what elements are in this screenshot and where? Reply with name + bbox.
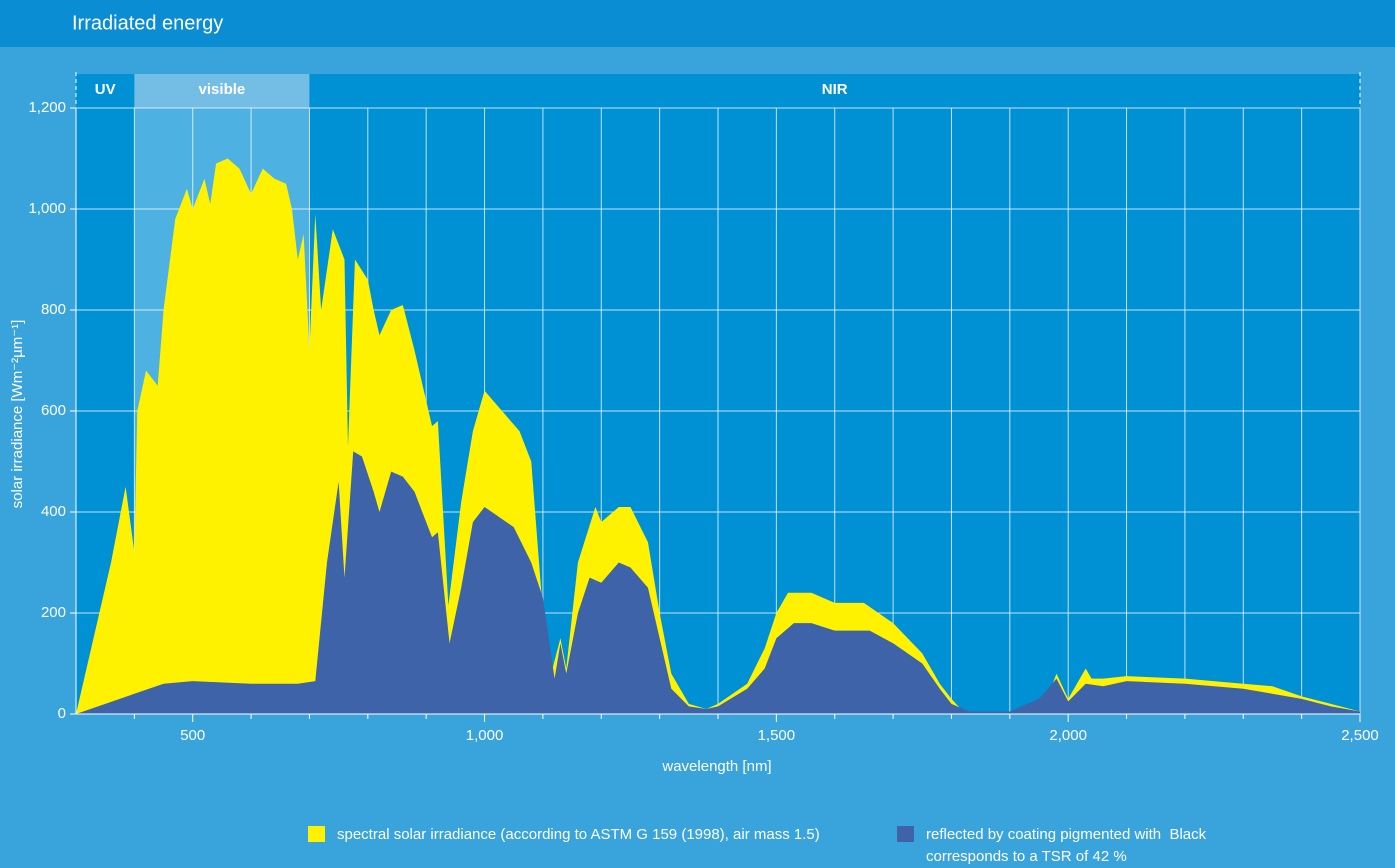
series-area — [76, 451, 1360, 714]
y-tick-label: 1,000 — [28, 200, 66, 217]
region-label: NIR — [822, 81, 848, 98]
legend-swatch — [308, 826, 325, 842]
legend-label: reflected by coating pigmented with Blac… — [926, 826, 1207, 843]
legend-note: corresponds to a TSR of 42 % — [926, 848, 1127, 865]
y-tick-label: 200 — [41, 604, 66, 621]
header-bar — [0, 0, 1395, 47]
region-band — [76, 74, 135, 108]
y-tick-label: 600 — [41, 402, 66, 419]
x-tick-label: 1,500 — [758, 727, 796, 744]
y-tick-label: 0 — [58, 705, 66, 722]
chart-title: Irradiated energy — [72, 12, 223, 34]
region-band — [309, 74, 1360, 108]
x-tick-label: 1,000 — [466, 727, 504, 744]
region-label: UV — [95, 81, 116, 98]
legend-label: spectral solar irradiance (according to … — [337, 826, 820, 843]
y-tick-label: 400 — [41, 503, 66, 520]
legend-swatch — [897, 826, 914, 842]
x-tick-label: 2,500 — [1341, 727, 1379, 744]
x-axis-label: wavelength [nm] — [661, 758, 771, 775]
x-tick-label: 2,000 — [1049, 727, 1087, 744]
region-label: visible — [199, 81, 246, 98]
y-tick-label: 1,200 — [28, 99, 66, 116]
y-axis-label: solar irradiance [Wm⁻²µm⁻¹] — [9, 320, 26, 509]
x-tick-label: 500 — [180, 727, 205, 744]
y-tick-label: 800 — [41, 301, 66, 318]
